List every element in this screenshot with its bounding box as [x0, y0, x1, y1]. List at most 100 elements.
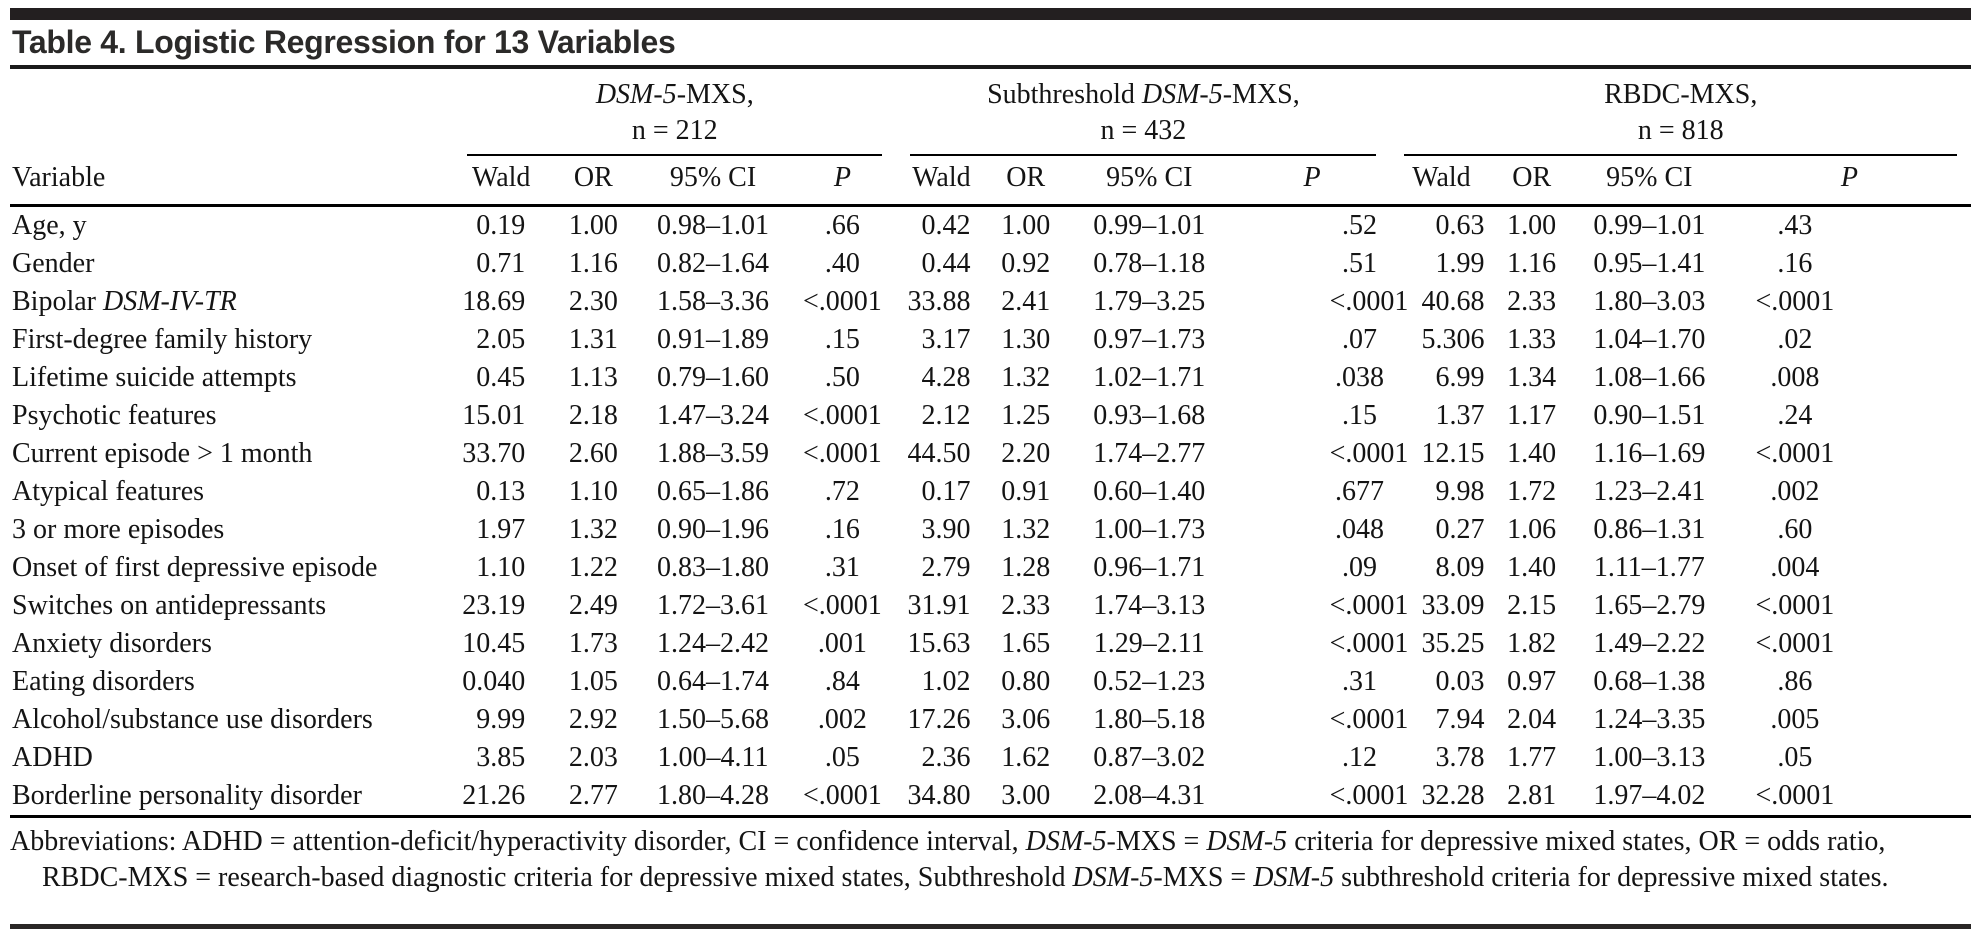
- wald-cell: 33.09: [1421, 590, 1485, 621]
- table-body: Age, y 0.19 1.00 0.98–1.01 .66 0.42 1.00 0.99–1…: [10, 206, 1971, 818]
- p-cell: .001: [817, 628, 867, 659]
- table-title: Table 4. Logistic Regression for 13 Vari…: [10, 20, 1971, 69]
- or-cell: 2.30: [568, 286, 618, 317]
- wald-cell: 8.09: [1435, 552, 1485, 583]
- wald-column-header: Wald: [896, 156, 987, 207]
- bottom-rule: [10, 924, 1971, 929]
- table-row: Atypical features 0.13 1.10 0.65–1.86 .72 0.1…: [10, 473, 1971, 511]
- ci-cell: 0.98–1.01: [656, 210, 769, 241]
- or-cell: 1.40: [1507, 438, 1557, 469]
- wald-cell: 0.45: [476, 362, 526, 393]
- p-column-header: P: [1727, 156, 1971, 207]
- p-cell: .05: [1777, 742, 1813, 773]
- ci-cell: 1.79–3.25: [1093, 286, 1206, 317]
- ci-cell: 1.80–4.28: [637, 777, 789, 818]
- p-cell: .002: [817, 704, 867, 735]
- wald-cell: 23.19: [462, 590, 526, 621]
- p-cell: .12: [1342, 742, 1378, 773]
- ci-cell: 1.88–3.59: [656, 438, 769, 469]
- wald-cell: 1.02: [921, 666, 971, 697]
- or-cell: 3.06: [1001, 704, 1051, 735]
- ci-cell: 0.78–1.18: [1093, 248, 1206, 279]
- wald-cell: 2.12: [921, 400, 971, 431]
- p-cell: .40: [824, 248, 860, 279]
- wald-cell: 3.17: [921, 324, 971, 355]
- or-cell: 2.33: [1001, 590, 1051, 621]
- variable-column-spacer: [10, 69, 453, 156]
- p-cell: .15: [1342, 400, 1378, 431]
- p-cell: <.0001: [1755, 628, 1835, 659]
- ci-cell: 1.47–3.24: [656, 400, 769, 431]
- or-cell: 1.73: [568, 628, 618, 659]
- or-cell: 1.32: [1001, 362, 1051, 393]
- p-cell: .008: [1770, 362, 1820, 393]
- table-row: 3 or more episodes 1.97 1.32 0.90–1.96 .16 3.…: [10, 511, 1971, 549]
- ci-cell: 0.82–1.64: [656, 248, 769, 279]
- wald-cell: 0.040: [462, 666, 526, 697]
- ci-cell: 0.97–1.73: [1093, 324, 1206, 355]
- wald-cell: 5.306: [1421, 324, 1485, 355]
- p-cell: .31: [1342, 666, 1378, 697]
- p-cell: .038: [1335, 362, 1385, 393]
- ci-cell: 1.04–1.70: [1593, 324, 1706, 355]
- group-name: RBDC-MXS,: [1604, 79, 1758, 110]
- or-cell: 2.41: [1001, 286, 1051, 317]
- wald-cell: 44.50: [907, 438, 971, 469]
- wald-cell: 40.68: [1421, 286, 1485, 317]
- or-cell: 1.16: [568, 248, 618, 279]
- ci-cell: 0.93–1.68: [1093, 400, 1206, 431]
- variable-column-header: Variable: [10, 156, 454, 207]
- p-column-header: P: [1233, 156, 1391, 207]
- or-cell: 2.77: [549, 777, 638, 818]
- p-cell: <.0001: [1329, 286, 1409, 317]
- or-cell: 2.15: [1507, 590, 1557, 621]
- or-cell: 2.04: [1507, 704, 1557, 735]
- wald-cell: 1.97: [476, 514, 526, 545]
- ci-column-header: 95% CI: [1064, 156, 1234, 207]
- p-cell: <.0001: [1329, 628, 1409, 659]
- or-cell: 1.40: [1507, 552, 1557, 583]
- ci-cell: 1.00–1.73: [1093, 514, 1206, 545]
- or-cell: 1.00: [1001, 210, 1051, 241]
- wald-cell: 4.28: [921, 362, 971, 393]
- ci-cell: 0.90–1.51: [1593, 400, 1706, 431]
- or-cell: 1.32: [568, 514, 618, 545]
- wald-cell: 15.63: [907, 628, 971, 659]
- p-cell: <.0001: [788, 777, 897, 818]
- wald-cell: 21.26: [453, 777, 550, 818]
- ci-cell: 1.80–5.18: [1093, 704, 1206, 735]
- p-cell: .07: [1342, 324, 1378, 355]
- group-name: DSM-5-MXS,: [595, 79, 754, 110]
- wald-cell: 31.91: [907, 590, 971, 621]
- table-row: Current episode > 1 month 33.70 2.60 1.88–3…: [10, 435, 1971, 473]
- or-cell: 1.72: [1507, 476, 1557, 507]
- p-cell: <.0001: [803, 590, 882, 621]
- p-cell: <.0001: [1755, 590, 1835, 621]
- p-cell: <.0001: [1755, 438, 1835, 469]
- wald-cell: 18.69: [462, 286, 526, 317]
- wald-cell: 0.42: [921, 210, 971, 241]
- wald-cell: 6.99: [1435, 362, 1485, 393]
- ci-cell: 0.64–1.74: [656, 666, 769, 697]
- or-column-header: OR: [549, 156, 638, 207]
- p-cell: .05: [824, 742, 860, 773]
- p-cell: .677: [1335, 476, 1385, 507]
- or-cell: 1.32: [1001, 514, 1051, 545]
- ci-cell: 1.02–1.71: [1093, 362, 1206, 393]
- or-cell: 1.28: [1001, 552, 1051, 583]
- or-cell: 1.65: [1001, 628, 1051, 659]
- p-cell: <.0001: [1329, 438, 1409, 469]
- p-cell: <.0001: [1755, 286, 1835, 317]
- wald-cell: 0.27: [1435, 514, 1485, 545]
- p-cell: .24: [1777, 400, 1813, 431]
- ci-cell: 0.65–1.86: [656, 476, 769, 507]
- variable-cell: Current episode > 1 month: [12, 438, 313, 469]
- ci-cell: 1.16–1.69: [1593, 438, 1706, 469]
- wald-cell: 1.37: [1435, 400, 1485, 431]
- logistic-regression-table: DSM-5-MXS, n = 212 Subthreshold DSM-5-MXS,…: [10, 69, 1971, 818]
- wald-cell: 2.36: [921, 742, 971, 773]
- ci-cell: 1.00–3.13: [1593, 742, 1706, 773]
- p-cell: <.0001: [1329, 590, 1409, 621]
- or-cell: 2.60: [568, 438, 618, 469]
- wald-cell: 9.99: [476, 704, 526, 735]
